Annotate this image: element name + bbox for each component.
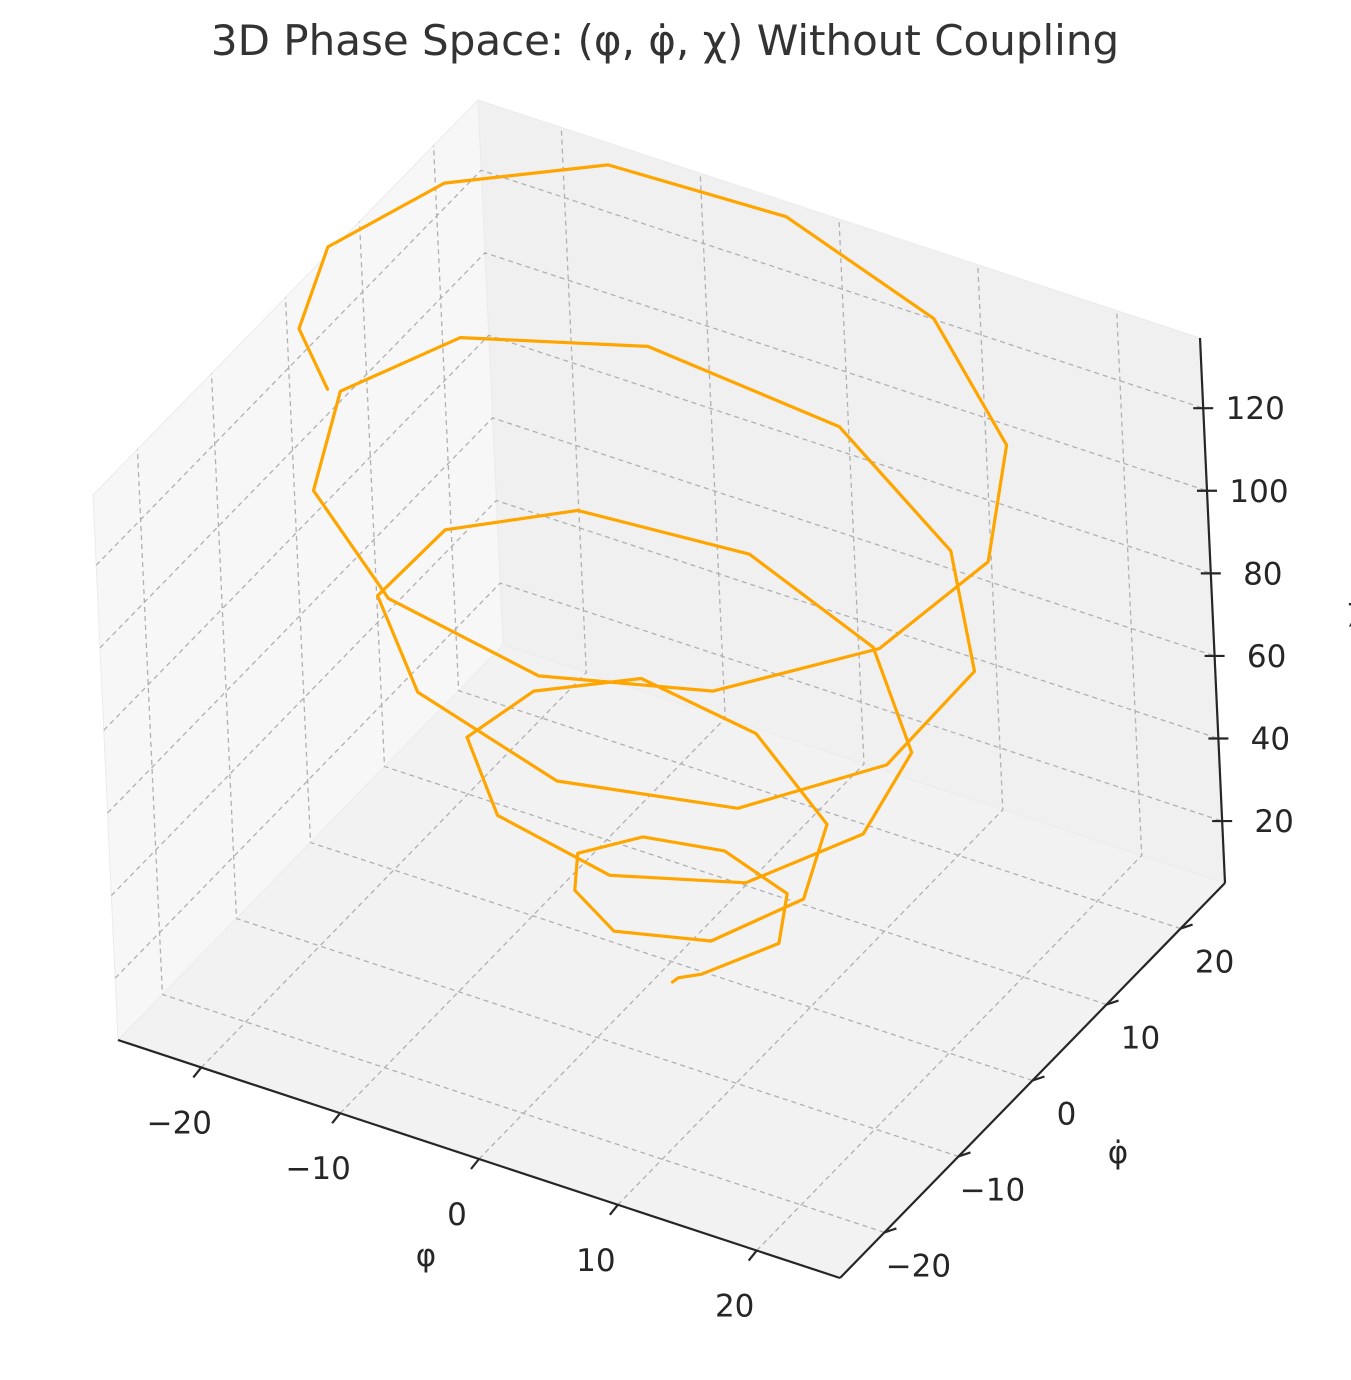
y-tick (1180, 923, 1193, 930)
grid-line-z (107, 417, 1215, 814)
x-tick (331, 1112, 342, 1124)
x-axis-label: φ (416, 1238, 436, 1274)
grid-line-z (103, 334, 1212, 731)
y-tick-label: −10 (960, 1172, 1025, 1208)
grid-line-z (110, 499, 1219, 896)
grid-line-y (210, 373, 959, 1158)
grid-line-z (114, 582, 1223, 979)
z-tick-label: 40 (1251, 721, 1290, 757)
y-tick (884, 1227, 897, 1234)
grid-line-y (284, 297, 1033, 1082)
chart-title: 3D Phase Space: (φ, φ̇, χ) Without Coupl… (211, 16, 1119, 65)
grid-line-x (478, 218, 865, 1160)
y-tick-label: 10 (1121, 1021, 1160, 1057)
axis-ticks: −20 −10 0 10 20 −20 −10 0 10 20 20 40 60 80 100 120 (147, 391, 1294, 1324)
z-axis-label: χ (1348, 592, 1351, 628)
y-tick-label: −20 (886, 1248, 951, 1284)
grid-line-x (756, 310, 1143, 1251)
x-tick-label: 20 (715, 1289, 754, 1325)
z-tick-label: 120 (1226, 391, 1285, 427)
y-tick (1106, 999, 1119, 1006)
x-tick (608, 1204, 619, 1216)
x-tick (192, 1066, 203, 1079)
z-tick-label: 100 (1229, 474, 1288, 510)
grid-lines (95, 127, 1223, 1251)
x-tick (747, 1249, 758, 1262)
grid-line-z (99, 252, 1208, 649)
x-tick-label: −20 (147, 1105, 212, 1141)
grid-line-z (95, 169, 1204, 566)
y-axis-label: φ̇ (1108, 1135, 1128, 1171)
grid-line-x (617, 264, 1004, 1206)
trajectory-line (297, 163, 1009, 984)
left-wall-pane (92, 98, 504, 1042)
z-tick-label: 20 (1254, 804, 1293, 840)
x-tick-label: 0 (447, 1197, 467, 1233)
grid-line-x (200, 127, 587, 1068)
grid-line-y (432, 145, 1181, 930)
y-tick-label: 20 (1195, 945, 1234, 981)
grid-line-y (136, 449, 885, 1234)
axis-panes (92, 98, 1226, 1279)
z-axis-line (1198, 337, 1227, 884)
z-tick-label: 60 (1247, 639, 1286, 675)
grid-line-y (358, 221, 1107, 1006)
y-tick (958, 1151, 971, 1158)
x-tick-label: −10 (285, 1151, 350, 1187)
x-tick-label: 10 (576, 1243, 615, 1279)
y-tick (1032, 1075, 1045, 1082)
z-tick-label: 80 (1243, 556, 1282, 592)
series-group (297, 163, 1009, 984)
y-tick-label: 0 (1057, 1097, 1077, 1133)
x-tick (470, 1158, 480, 1170)
